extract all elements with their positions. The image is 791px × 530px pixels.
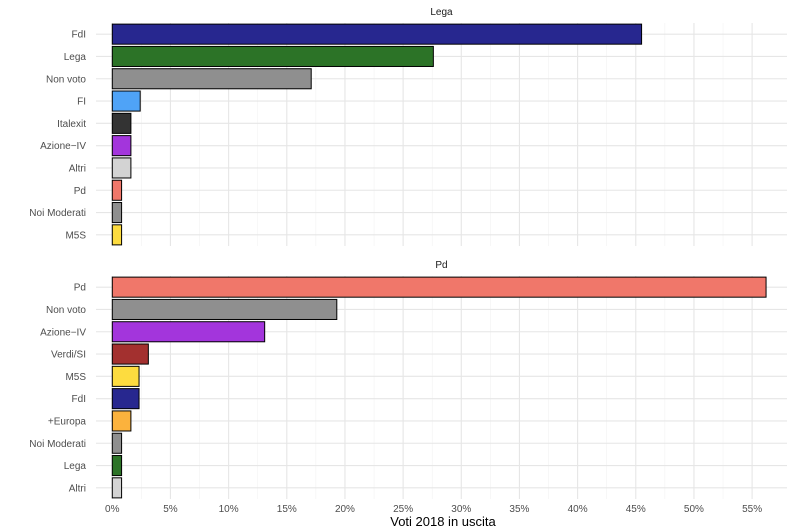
bar: [111, 112, 132, 134]
category-label: Azione−IV: [40, 327, 86, 338]
bar: [111, 23, 643, 45]
bar: [111, 202, 123, 224]
panel-pd: Pd Pd Non voto Azione−IV Verdi/SI M5S FdI +Euro…: [29, 260, 787, 499]
category-label: Non voto: [46, 305, 86, 316]
bar: [111, 276, 767, 298]
category-label: M5S: [65, 230, 86, 241]
x-tick-label: 10%: [219, 504, 239, 515]
x-tick-label: 0%: [105, 504, 120, 515]
bar: [111, 298, 338, 320]
x-tick-label: 30%: [451, 504, 471, 515]
bar: [111, 68, 312, 90]
category-label: +Europa: [48, 416, 87, 427]
bar: [111, 157, 132, 179]
bar: [111, 224, 123, 246]
bar: [111, 321, 266, 343]
x-tick-label: 55%: [742, 504, 762, 515]
bar: [111, 455, 123, 477]
x-axis: 0% 5% 10% 15% 20% 25% 30% 35% 40% 45% 50% 55%: [105, 504, 762, 515]
x-tick-label: 5%: [163, 504, 178, 515]
category-label: Lega: [64, 52, 87, 63]
panel-title: Lega: [430, 7, 453, 18]
category-label: Altri: [69, 483, 86, 494]
x-axis-title: Voti 2018 in uscita: [390, 514, 496, 529]
bar: [111, 179, 123, 201]
category-label: Azione−IV: [40, 141, 86, 152]
bar: [111, 365, 140, 387]
x-tick-label: 35%: [509, 504, 529, 515]
category-label: Pd: [74, 283, 86, 294]
category-label: FdI: [72, 30, 86, 41]
bar: [111, 388, 140, 410]
category-label: Verdi/SI: [51, 350, 86, 361]
x-tick-label: 15%: [277, 504, 297, 515]
bar: [111, 45, 434, 67]
category-label: Noi Moderati: [29, 439, 86, 450]
panel-lega: Lega FdI Lega Non voto FI Italexit Azione−IV Al…: [29, 7, 787, 246]
x-tick-label: 20%: [335, 504, 355, 515]
category-label: M5S: [65, 372, 86, 383]
x-tick-label: 45%: [626, 504, 646, 515]
category-label: FI: [77, 97, 86, 108]
bar: [111, 477, 123, 499]
bar: [111, 343, 149, 365]
bar: [111, 432, 123, 454]
panel-title: Pd: [435, 260, 447, 271]
category-label: Altri: [69, 163, 86, 174]
category-label: Noi Moderati: [29, 208, 86, 219]
bar: [111, 90, 141, 112]
x-tick-label: 25%: [393, 504, 413, 515]
bar: [111, 410, 132, 432]
bar: [111, 135, 132, 157]
category-label: Lega: [64, 461, 87, 472]
category-label: FdI: [72, 394, 86, 405]
x-tick-label: 50%: [684, 504, 704, 515]
category-label: Non voto: [46, 74, 86, 85]
category-label: Italexit: [57, 119, 86, 130]
category-label: Pd: [74, 186, 86, 197]
x-tick-label: 40%: [568, 504, 588, 515]
